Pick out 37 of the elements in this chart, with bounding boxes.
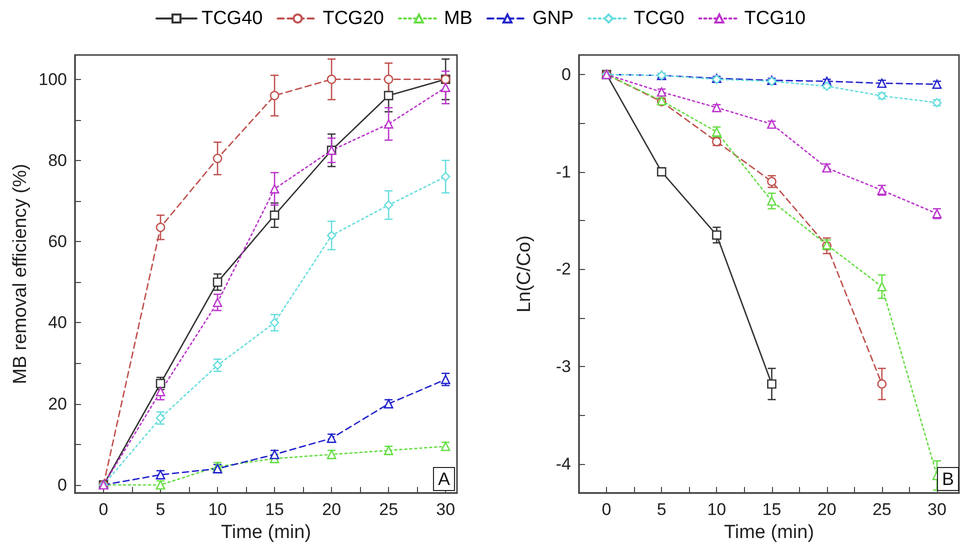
y-tick-label: 40 [48,313,67,332]
x-tick-label: 20 [322,500,342,519]
x-tick-label: 20 [817,500,836,519]
y-tick-label: 0 [562,64,571,84]
x-tick-label: 25 [872,500,892,519]
y-tick-label: 80 [48,150,67,170]
annotation: A [438,469,450,489]
y-axis-title: Ln(C/Co) [514,235,535,313]
x-tick-label: 0 [98,500,108,519]
x-tick-label: 30 [436,500,456,519]
annotation: B [942,469,954,489]
x-tick-label: 10 [208,500,227,519]
x-tick-label: 5 [656,500,666,519]
x-axis-title: Time (min) [724,522,814,543]
legend-label: GNP [532,8,574,29]
legend-label: TCG40 [201,8,263,29]
x-axis-title: Time (min) [220,522,312,543]
y-tick-label: -1 [556,162,571,182]
y-axis-title: MB removal efficiency (%) [10,164,31,384]
legend-label: MB [444,8,472,29]
y-tick-label: 0 [58,475,67,494]
x-tick-label: 25 [379,500,398,519]
x-tick-label: 30 [928,500,946,519]
y-tick-label: -3 [556,356,571,376]
y-tick-label: 20 [48,394,67,414]
legend-label: TCG0 [634,8,684,29]
x-tick-label: 15 [265,500,284,519]
y-tick-label: -4 [556,454,571,474]
y-tick-label: 100 [38,70,67,89]
legend-label: TCG20 [322,8,384,29]
y-tick-label: -2 [556,260,571,279]
y-tick-label: 60 [48,232,67,252]
x-tick-label: 5 [156,500,166,519]
legend-label: TCG10 [744,8,806,29]
x-tick-label: 15 [762,500,782,519]
x-tick-label: 0 [602,500,612,519]
x-tick-label: 10 [707,500,726,519]
